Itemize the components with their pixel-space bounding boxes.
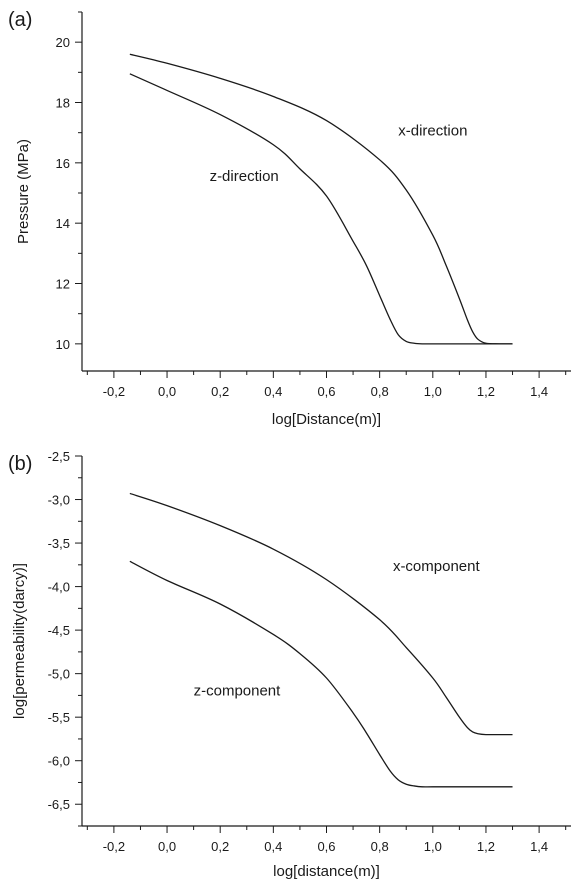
y-tick-label: 16 [56,156,70,171]
y-tick-label: -2,5 [48,449,70,464]
x-tick-label: 0,4 [264,839,282,854]
x-tick-label: 0,2 [211,384,229,399]
series-annotation-x-direction: x-direction [398,123,467,140]
y-tick-label: 14 [56,216,70,231]
x-tick-label: 1,0 [424,384,442,399]
x-tick-label: 0,6 [317,839,335,854]
series-line-x-direction [129,53,513,345]
x-tick-label: 0,0 [158,839,176,854]
x-tick-label: 0,8 [371,384,389,399]
panel-label: (a) [8,9,32,31]
y-tick-label: 18 [56,96,70,111]
y-tick-label: 20 [56,35,70,50]
x-tick-label: 0,2 [211,839,229,854]
series-annotation-z-direction: z-direction [210,168,279,185]
series-line-z-direction [129,73,513,345]
y-axis-title: Pressure (MPa) [15,139,32,244]
y-tick-label: -4,0 [48,580,70,595]
y-tick-label: -4,5 [48,623,70,638]
x-tick-label: 0,4 [264,384,282,399]
x-tick-label: -0,2 [103,839,125,854]
x-axis-title: log[distance(m)] [273,863,380,880]
x-axis-title: log[Distance(m)] [272,411,381,428]
x-tick-label: 0,0 [158,384,176,399]
y-tick-label: -5,5 [48,710,70,725]
chart-panel-b: (b) -0,2 0,0 0,2 0,4 0,6 0,8 1,0 1,2 1,4 -6,5 -6,0 -… [8,449,571,880]
y-tick-label: 10 [56,337,70,352]
y-tick-label: -6,0 [48,754,70,769]
chart-panel-a: (a) -0,2 0,0 0,2 0,4 0,6 0,8 1,0 1,2 1,4 10 12 14 16 1… [8,9,571,428]
series-annotation-z-component: z-component [194,682,282,699]
series-line-x-component [129,492,513,736]
x-tick-label: 1,4 [530,384,548,399]
x-tick-label: 0,6 [317,384,335,399]
x-tick-label: 1,2 [477,384,495,399]
x-tick-label: 1,2 [477,839,495,854]
series-line-z-component [129,560,513,788]
y-tick-label: -5,0 [48,667,70,682]
y-tick-label: -3,5 [48,536,70,551]
x-tick-label: -0,2 [103,384,125,399]
x-tick-label: 0,8 [371,839,389,854]
series-annotation-x-component: x-component [393,558,481,575]
panel-label: (b) [8,453,32,475]
y-tick-label: 12 [56,277,70,292]
y-tick-label: -6,5 [48,797,70,812]
y-axis-title: log[permeability(darcy)] [11,563,28,719]
x-tick-label: 1,4 [530,839,548,854]
x-tick-label: 1,0 [424,839,442,854]
y-tick-label: -3,0 [48,493,70,508]
